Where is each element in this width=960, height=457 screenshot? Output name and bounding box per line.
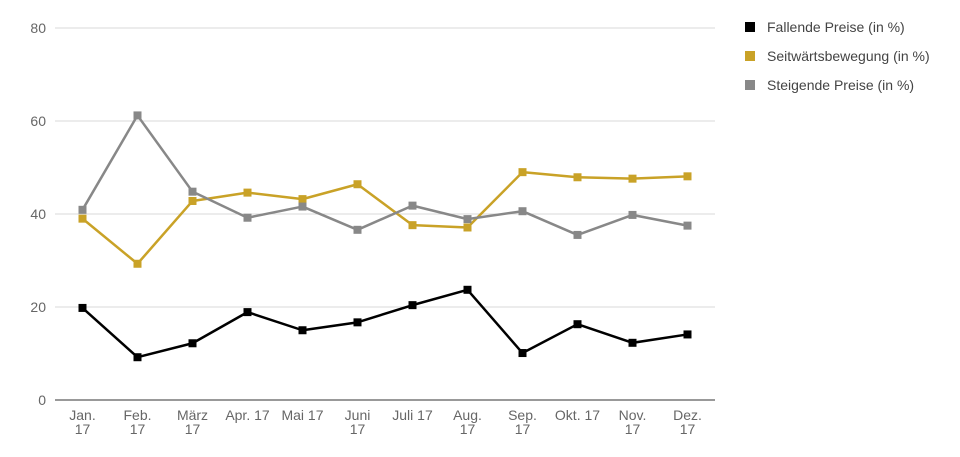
legend: Fallende Preise (in %) Seitwärtsbewegung …: [745, 19, 930, 93]
x-tick-label: Juni 17: [345, 407, 371, 437]
data-point[interactable]: [353, 225, 362, 234]
data-point[interactable]: [133, 111, 142, 120]
data-point[interactable]: [133, 353, 142, 362]
data-point[interactable]: [683, 172, 692, 181]
legend-label: Steigende Preise (in %): [767, 77, 914, 93]
legend-swatch: [745, 22, 755, 32]
y-axis: 0 20 40 60 80: [30, 20, 46, 408]
data-point[interactable]: [243, 213, 252, 222]
legend-item[interactable]: Steigende Preise (in %): [745, 77, 914, 93]
data-point[interactable]: [188, 187, 197, 196]
data-point[interactable]: [628, 210, 637, 219]
x-tick-label: Dez. 17: [673, 407, 702, 437]
y-tick-label: 20: [30, 299, 46, 315]
data-point[interactable]: [408, 301, 417, 310]
data-point[interactable]: [463, 223, 472, 232]
data-point[interactable]: [518, 349, 527, 358]
data-point[interactable]: [463, 215, 472, 224]
x-tick-label: Mai 17: [281, 407, 323, 423]
y-tick-label: 0: [38, 392, 46, 408]
series-layer: [78, 111, 692, 362]
data-point[interactable]: [408, 221, 417, 230]
x-axis: Jan. 17 Feb. 17 März 17 Apr. 17 Mai 17 Juni 17 Jul…: [69, 407, 702, 437]
data-point[interactable]: [683, 221, 692, 230]
legend-item[interactable]: Fallende Preise (in %): [745, 19, 905, 35]
data-point[interactable]: [518, 168, 527, 177]
legend-label: Seitwärtsbewegung (in %): [767, 48, 930, 64]
data-point[interactable]: [243, 308, 252, 317]
x-tick-label: Okt. 17: [555, 407, 600, 423]
gridlines: [55, 27, 715, 401]
data-point[interactable]: [628, 338, 637, 347]
data-point[interactable]: [353, 318, 362, 327]
data-point[interactable]: [628, 174, 637, 183]
x-tick-label: Nov. 17: [619, 407, 647, 437]
series-line: [81, 170, 688, 266]
data-point[interactable]: [78, 303, 87, 312]
data-point[interactable]: [573, 173, 582, 182]
data-point[interactable]: [683, 330, 692, 339]
data-point[interactable]: [463, 285, 472, 294]
data-point[interactable]: [133, 259, 142, 268]
x-tick-label: Juli 17: [392, 407, 433, 423]
legend-item[interactable]: Seitwärtsbewegung (in %): [745, 48, 930, 64]
data-point[interactable]: [78, 214, 87, 223]
x-tick-label: Apr. 17: [225, 407, 270, 423]
data-point[interactable]: [243, 188, 252, 197]
legend-swatch: [745, 80, 755, 90]
series-1: [78, 285, 692, 362]
data-point[interactable]: [188, 339, 197, 348]
data-point[interactable]: [78, 205, 87, 214]
series-line: [81, 288, 688, 359]
legend-swatch: [745, 51, 755, 61]
data-point[interactable]: [353, 180, 362, 189]
data-point[interactable]: [188, 196, 197, 205]
series-2: [78, 168, 692, 268]
series-3: [78, 111, 692, 239]
x-tick-label: Sep. 17: [508, 407, 537, 437]
y-tick-label: 80: [30, 20, 46, 36]
x-tick-label: Jan. 17: [69, 407, 95, 437]
data-point[interactable]: [573, 230, 582, 239]
legend-label: Fallende Preise (in %): [767, 19, 905, 35]
data-point[interactable]: [298, 202, 307, 211]
series-line: [81, 114, 688, 237]
data-point[interactable]: [573, 320, 582, 329]
x-tick-label: Feb. 17: [123, 407, 151, 437]
data-point[interactable]: [518, 207, 527, 216]
y-tick-label: 40: [30, 206, 46, 222]
y-tick-label: 60: [30, 113, 46, 129]
data-point[interactable]: [298, 195, 307, 204]
x-tick-label: März 17: [177, 407, 208, 437]
data-point[interactable]: [298, 326, 307, 335]
data-point[interactable]: [408, 201, 417, 210]
x-tick-label: Aug. 17: [453, 407, 482, 437]
